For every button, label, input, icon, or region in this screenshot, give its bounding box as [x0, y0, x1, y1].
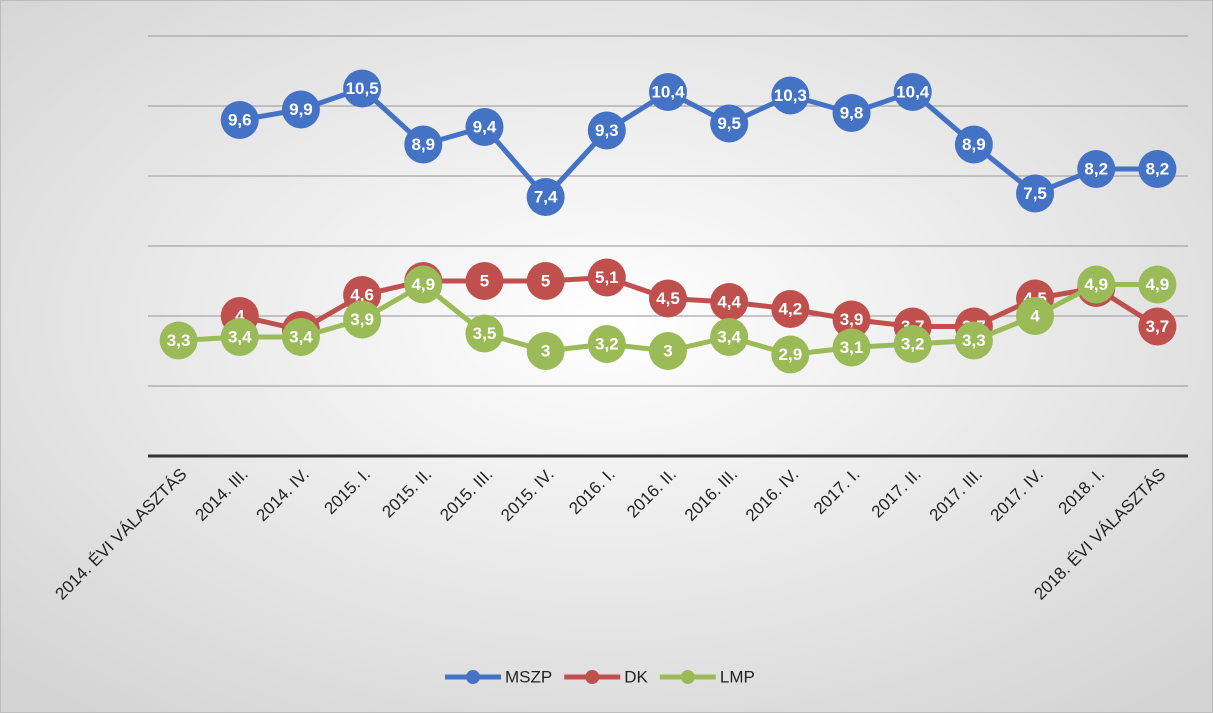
data-label: 3,3	[167, 331, 191, 350]
marker	[771, 290, 810, 328]
marker	[220, 318, 259, 356]
data-label: 5	[480, 271, 489, 290]
data-label: 4,9	[411, 275, 435, 294]
marker	[710, 283, 749, 321]
marker	[343, 300, 382, 339]
marker	[587, 111, 626, 150]
data-label: 4	[1030, 306, 1040, 325]
marker	[649, 73, 687, 111]
legend-label: MSZP	[505, 667, 552, 686]
data-label: 4,2	[779, 299, 803, 318]
series-line	[239, 275, 1159, 333]
data-label: 3	[541, 341, 550, 360]
marker	[1077, 265, 1116, 304]
marker	[526, 178, 565, 216]
data-label: 3,4	[717, 327, 741, 346]
marker	[1016, 297, 1055, 335]
data-label: 10,4	[651, 82, 685, 101]
data-label: 10,5	[346, 79, 379, 98]
marker	[281, 90, 320, 129]
marker	[465, 314, 504, 353]
marker	[771, 335, 810, 374]
marker	[465, 108, 504, 146]
data-label: 5	[541, 271, 550, 290]
marker	[159, 321, 198, 360]
marker	[893, 325, 932, 363]
data-label: 4,9	[1084, 275, 1108, 294]
data-label: 8,9	[411, 135, 435, 154]
legend-marker	[466, 670, 480, 684]
data-label: 3,2	[901, 334, 925, 353]
data-label: 3,4	[228, 327, 252, 346]
data-label: 4,4	[717, 292, 741, 311]
data-label: 4,6	[350, 285, 374, 304]
data-label: 3,3	[962, 331, 986, 350]
data-label: 10,4	[896, 82, 930, 101]
marker	[587, 258, 626, 297]
data-label: 4,5	[656, 289, 680, 308]
legend-marker	[585, 670, 600, 684]
data-label: 3,2	[595, 334, 619, 353]
marker	[526, 262, 565, 300]
marker	[832, 328, 871, 367]
data-label: 9,5	[717, 114, 741, 133]
marker	[710, 104, 749, 143]
legend-label: LMP	[720, 667, 755, 686]
data-label: 2,9	[779, 345, 803, 364]
data-label: 3	[663, 341, 672, 360]
marker	[465, 262, 504, 300]
marker	[649, 332, 687, 370]
marker	[343, 69, 382, 108]
data-label: 9,8	[840, 103, 864, 122]
marker	[954, 125, 993, 164]
data-label: 9,6	[228, 110, 252, 129]
marker	[832, 300, 871, 339]
marker	[404, 265, 443, 304]
data-label: 3,1	[840, 338, 864, 357]
legend-marker	[680, 670, 695, 684]
series-line	[239, 86, 1158, 200]
marker	[649, 279, 687, 318]
marker	[1016, 174, 1055, 213]
data-label: 8,2	[1084, 159, 1108, 178]
data-label: 7,4	[534, 187, 558, 206]
marker	[954, 321, 993, 360]
data-label: 3,9	[840, 310, 864, 329]
data-label: 8,9	[962, 135, 986, 154]
data-label: 8,2	[1146, 159, 1170, 178]
data-label: 9,3	[595, 121, 619, 140]
marker	[893, 73, 932, 111]
legend-label: DK	[624, 667, 648, 686]
marker	[281, 318, 320, 356]
data-label: 3,4	[289, 327, 313, 346]
data-label: 10,3	[774, 86, 807, 105]
data-label: 4	[235, 306, 245, 325]
marker	[587, 325, 626, 363]
marker	[220, 101, 259, 139]
data-label: 4,9	[1146, 275, 1170, 294]
marker	[832, 94, 871, 132]
data-label: 9,4	[473, 117, 497, 136]
marker	[404, 125, 443, 164]
data-label: 9,9	[289, 100, 313, 119]
data-label: 3,7	[1146, 317, 1170, 336]
marker	[1077, 150, 1116, 188]
marker	[1138, 265, 1177, 304]
data-label: 5,1	[595, 268, 619, 287]
marker	[771, 76, 810, 115]
marker	[526, 332, 565, 370]
marker	[1138, 150, 1177, 188]
data-label: 3,9	[350, 310, 374, 329]
data-label: 3,5	[473, 324, 497, 343]
marker	[710, 318, 749, 356]
data-label: 7,5	[1023, 184, 1047, 203]
marker	[1138, 307, 1177, 346]
